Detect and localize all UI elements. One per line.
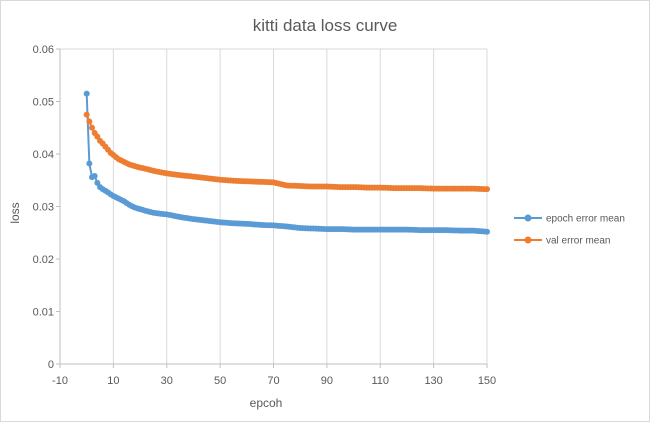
data-point-val-error-mean (484, 186, 490, 193)
data-point-val-error-mean (89, 124, 96, 131)
axes: -10 10 30 50 70 90 110 130 150 0 0.01 0.02 0.03 0.04 0… (33, 44, 497, 387)
legend-marker-epoch-error-mean (524, 214, 532, 222)
data-point-epoch-error-mean (83, 90, 90, 97)
y-tick-label: 0.01 (33, 307, 54, 319)
x-tick-label: 10 (107, 375, 119, 387)
y-tick-label: 0.03 (33, 202, 54, 214)
x-tick-label: 150 (478, 375, 496, 387)
gridlines (60, 48, 488, 364)
x-tick-label: 90 (321, 375, 333, 387)
series-layer (83, 90, 490, 235)
x-tick-label: 110 (371, 375, 389, 387)
legend-label-val-error-mean: val error mean (546, 236, 610, 247)
y-tick-label: 0.04 (33, 149, 54, 161)
x-tick-label: -10 (52, 375, 68, 387)
x-tick-label: 70 (267, 375, 279, 387)
legend-marker-val-error-mean (524, 236, 532, 244)
data-point-epoch-error-mean (91, 173, 98, 180)
data-point-val-error-mean (86, 118, 93, 125)
y-tick-label: 0.02 (33, 254, 54, 266)
data-point-epoch-error-mean (86, 160, 93, 167)
data-point-val-error-mean (83, 111, 90, 118)
y-tick-label: 0 (48, 359, 54, 371)
y-tick-label: 0.06 (33, 44, 54, 56)
x-tick-label: 130 (424, 375, 442, 387)
series-line-val-error-mean (85, 114, 488, 191)
legend-label-epoch-error-mean: epoch error mean (546, 214, 625, 225)
y-axis-label: loss (8, 202, 22, 223)
chart-title: kitti data loss curve (253, 16, 398, 35)
y-tick-label: 0.05 (33, 97, 54, 109)
x-tick-label: 30 (161, 375, 173, 387)
legend: epoch error mean val error mean (514, 214, 625, 247)
legend-item-val-error-mean: val error mean (514, 236, 610, 247)
legend-item-epoch-error-mean: epoch error mean (514, 214, 625, 225)
x-tick-label: 50 (214, 375, 226, 387)
data-point-epoch-error-mean (484, 228, 490, 235)
x-axis-label: epcoh (250, 396, 283, 410)
